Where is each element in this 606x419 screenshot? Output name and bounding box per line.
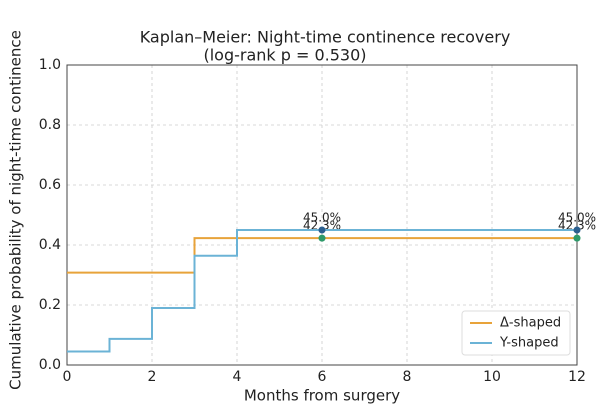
plot-frame	[66, 64, 578, 366]
x-axis-label: Months from surgery	[244, 387, 400, 405]
marker	[573, 234, 581, 242]
marker	[318, 234, 326, 242]
y-axis-label: Cumulative probability of night-time con…	[7, 30, 25, 390]
x-tick-label: 10	[483, 369, 501, 385]
x-tick-label: 12	[568, 369, 586, 385]
x-tick-label: 6	[318, 369, 327, 385]
y-tick-label: 0.8	[39, 117, 61, 133]
legend-label: Y-shaped	[499, 336, 559, 351]
x-tick-label: 2	[148, 369, 157, 385]
step-line	[67, 229, 577, 353]
legend-label: Δ-shaped	[500, 316, 561, 331]
y-tick-label: 0.4	[39, 237, 61, 253]
x-tick-label: 4	[233, 369, 242, 385]
marker-label: 45.0%	[303, 211, 341, 225]
x-tick-label: 0	[63, 369, 72, 385]
marker-label: 45.0%	[558, 211, 596, 225]
marker	[573, 226, 581, 234]
y-tick-label: 0.2	[39, 297, 61, 313]
chart-subtitle: (log-rank p = 0.530)	[203, 46, 366, 65]
y-tick-label: 0.6	[39, 177, 61, 193]
y-tick-label: 0.0	[39, 357, 61, 373]
x-tick-label: 8	[403, 369, 412, 385]
y-tick-label: 1.0	[39, 57, 61, 73]
marker	[318, 226, 326, 234]
chart-title: Kaplan–Meier: Night-time continence reco…	[140, 28, 511, 47]
